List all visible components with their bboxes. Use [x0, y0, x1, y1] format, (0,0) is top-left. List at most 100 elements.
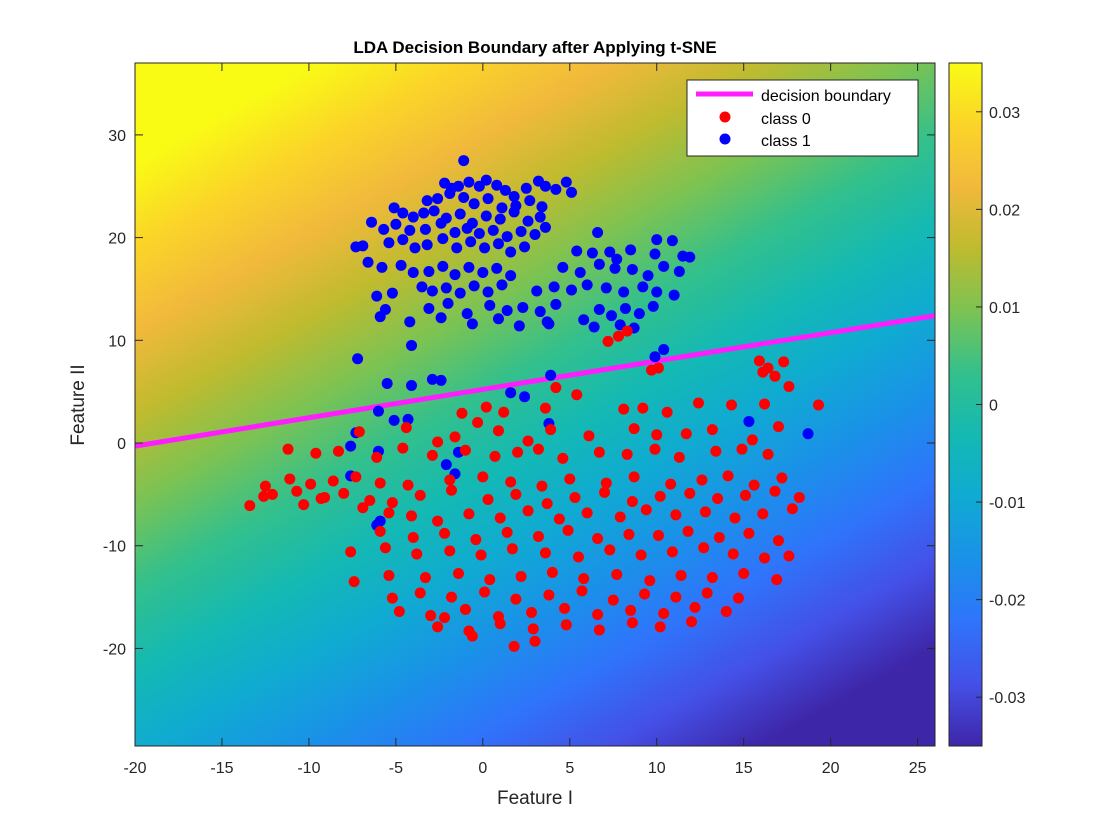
- class-1-point: [606, 310, 618, 322]
- class-0-point: [578, 573, 590, 585]
- class-1-point: [522, 215, 534, 227]
- class-1-point: [345, 440, 357, 452]
- class-0-point: [463, 508, 475, 520]
- class-1-point: [566, 284, 578, 296]
- class-1-point: [611, 253, 623, 265]
- class-0-point: [543, 589, 555, 601]
- class-0-point: [673, 451, 685, 463]
- class-1-point: [588, 321, 600, 333]
- class-1-point: [593, 303, 605, 315]
- class-1-point: [501, 231, 513, 243]
- class-0-point: [332, 445, 344, 457]
- class-0-point: [532, 443, 544, 455]
- class-0-point: [494, 512, 506, 524]
- class-1-point: [505, 246, 517, 258]
- class-1-point: [454, 208, 466, 220]
- x-tick-label: 20: [822, 760, 840, 777]
- class-0-point: [258, 490, 270, 502]
- class-0-point: [364, 495, 376, 507]
- class-0-point: [592, 609, 604, 621]
- class-1-point: [545, 369, 557, 381]
- class-1-point: [449, 269, 461, 281]
- class-0-point: [492, 425, 504, 437]
- class-1-point: [371, 290, 383, 302]
- class-0-point: [459, 603, 471, 615]
- x-tick-label: 15: [735, 760, 753, 777]
- class-0-point: [757, 366, 769, 378]
- class-1-point: [491, 179, 503, 191]
- class-1-point: [618, 286, 630, 298]
- legend-label-class-0: class 0: [761, 111, 811, 128]
- class-1-point: [684, 251, 696, 263]
- class-0-point: [637, 402, 649, 414]
- class-1-point: [484, 299, 496, 311]
- class-1-point: [586, 247, 598, 259]
- class-1-point: [406, 379, 418, 391]
- class-0-point: [266, 488, 278, 500]
- class-1-point: [468, 198, 480, 210]
- class-1-point: [668, 289, 680, 301]
- colorbar: 0.03 0.02 0.01 0 -0.01 -0.02 -0.03: [948, 62, 1026, 747]
- class-1-point: [505, 270, 517, 282]
- class-0-point: [432, 515, 444, 527]
- class-0-point: [508, 640, 520, 652]
- class-0-point: [612, 330, 624, 342]
- class-1-point: [479, 242, 491, 254]
- class-1-point: [539, 221, 551, 233]
- class-0-point: [305, 478, 317, 490]
- class-1-point: [458, 155, 470, 167]
- class-0-point: [319, 491, 331, 503]
- class-0-point: [649, 443, 661, 455]
- class-0-point: [291, 485, 303, 497]
- y-tick-label: 20: [108, 231, 126, 248]
- decision-boundary-layer: [134, 313, 936, 449]
- class-1-point: [557, 261, 569, 273]
- colorbar-tick-label: 0.02: [989, 202, 1020, 219]
- class-1-point: [534, 211, 546, 223]
- class-1-point: [426, 373, 438, 385]
- class-0-point: [614, 511, 626, 523]
- class-0-point: [698, 542, 710, 554]
- class-0-point: [652, 362, 664, 374]
- class-1-point: [491, 262, 503, 274]
- class-0-point: [783, 550, 795, 562]
- class-1-point: [407, 211, 419, 223]
- class-0-point: [327, 475, 339, 487]
- class-0-point: [439, 612, 451, 624]
- class-0-point: [583, 430, 595, 442]
- class-0-point: [480, 401, 492, 413]
- class-0-point: [472, 416, 484, 428]
- x-tick-label: 5: [565, 760, 574, 777]
- class-1-point: [378, 223, 390, 235]
- class-1-point: [449, 226, 461, 238]
- class-0-point: [374, 525, 386, 537]
- class-0-point: [539, 402, 551, 414]
- class-0-point: [772, 535, 784, 547]
- decision-boundary-line: [134, 313, 936, 449]
- class-1-point: [432, 193, 444, 205]
- class-0-point: [684, 487, 696, 499]
- class-1-point: [461, 308, 473, 320]
- class-1-point: [560, 176, 572, 188]
- class-0-point: [529, 635, 541, 647]
- class-0-point: [771, 574, 783, 586]
- class-0-point: [489, 450, 501, 462]
- class-0-point: [426, 449, 438, 461]
- class-0-point: [686, 616, 698, 628]
- class-0-point: [393, 605, 405, 617]
- class-0-point: [654, 621, 666, 633]
- class-1-point: [418, 207, 430, 219]
- chart-title: LDA Decision Boundary after Applying t-S…: [353, 38, 716, 57]
- class-0-point: [501, 526, 513, 538]
- class-0-point: [484, 574, 496, 586]
- class-0-point: [729, 512, 741, 524]
- class-1-point: [437, 260, 449, 272]
- class-1-point: [480, 210, 492, 222]
- class-0-point: [599, 486, 611, 498]
- class-0-point: [446, 591, 458, 603]
- class-1-point: [534, 306, 546, 318]
- class-1-point: [520, 182, 532, 194]
- class-1-point: [435, 312, 447, 324]
- class-1-point: [508, 191, 520, 203]
